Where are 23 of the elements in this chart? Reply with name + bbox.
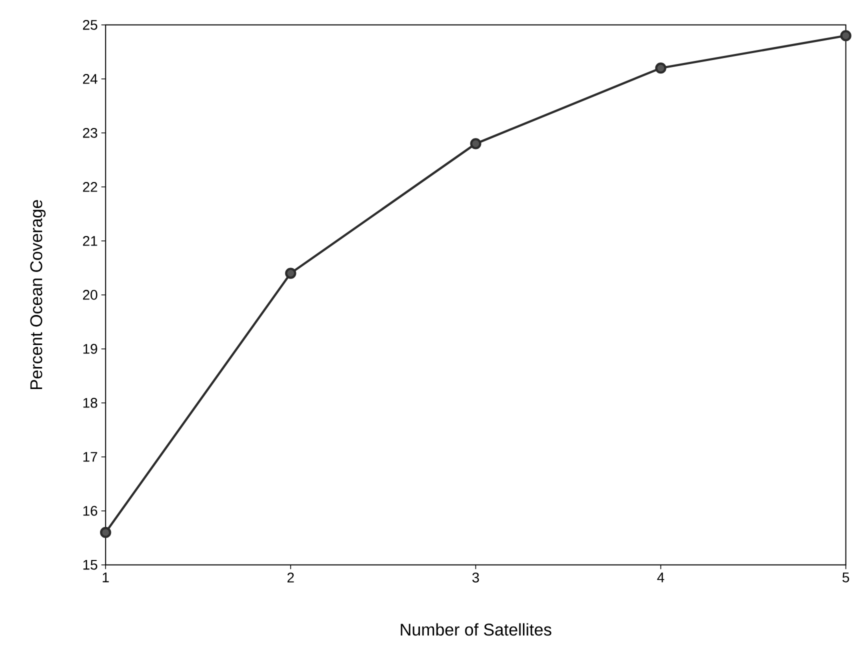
x-tick-label: 3 xyxy=(472,572,479,582)
y-tick-label: 16 xyxy=(83,506,98,516)
point xyxy=(840,30,852,42)
y-tick-label: 23 xyxy=(83,128,98,138)
x-tick-label: 1 xyxy=(102,572,109,582)
y-tick-label: 17 xyxy=(83,452,98,462)
x-tick-label: 4 xyxy=(657,572,664,582)
point xyxy=(285,267,296,279)
y-tick-label: 22 xyxy=(83,182,98,192)
point xyxy=(655,62,666,74)
y-tick-label: 20 xyxy=(83,290,98,300)
y-tick-label: 18 xyxy=(83,398,98,408)
point xyxy=(470,138,482,150)
point xyxy=(100,526,112,538)
y-tick-label: 24 xyxy=(83,74,98,84)
x-tick-label: 2 xyxy=(287,572,294,582)
y-tick-label: 15 xyxy=(83,560,98,570)
y-tick-label: 19 xyxy=(83,344,98,354)
x-axis-title: Number of Satellites xyxy=(400,623,552,636)
x-tick-label: 5 xyxy=(842,572,850,582)
y-tick-label: 21 xyxy=(83,236,98,246)
y-tick-label: 25 xyxy=(83,20,98,30)
y-axis-title: Percent Ocean Coverage xyxy=(30,200,46,389)
